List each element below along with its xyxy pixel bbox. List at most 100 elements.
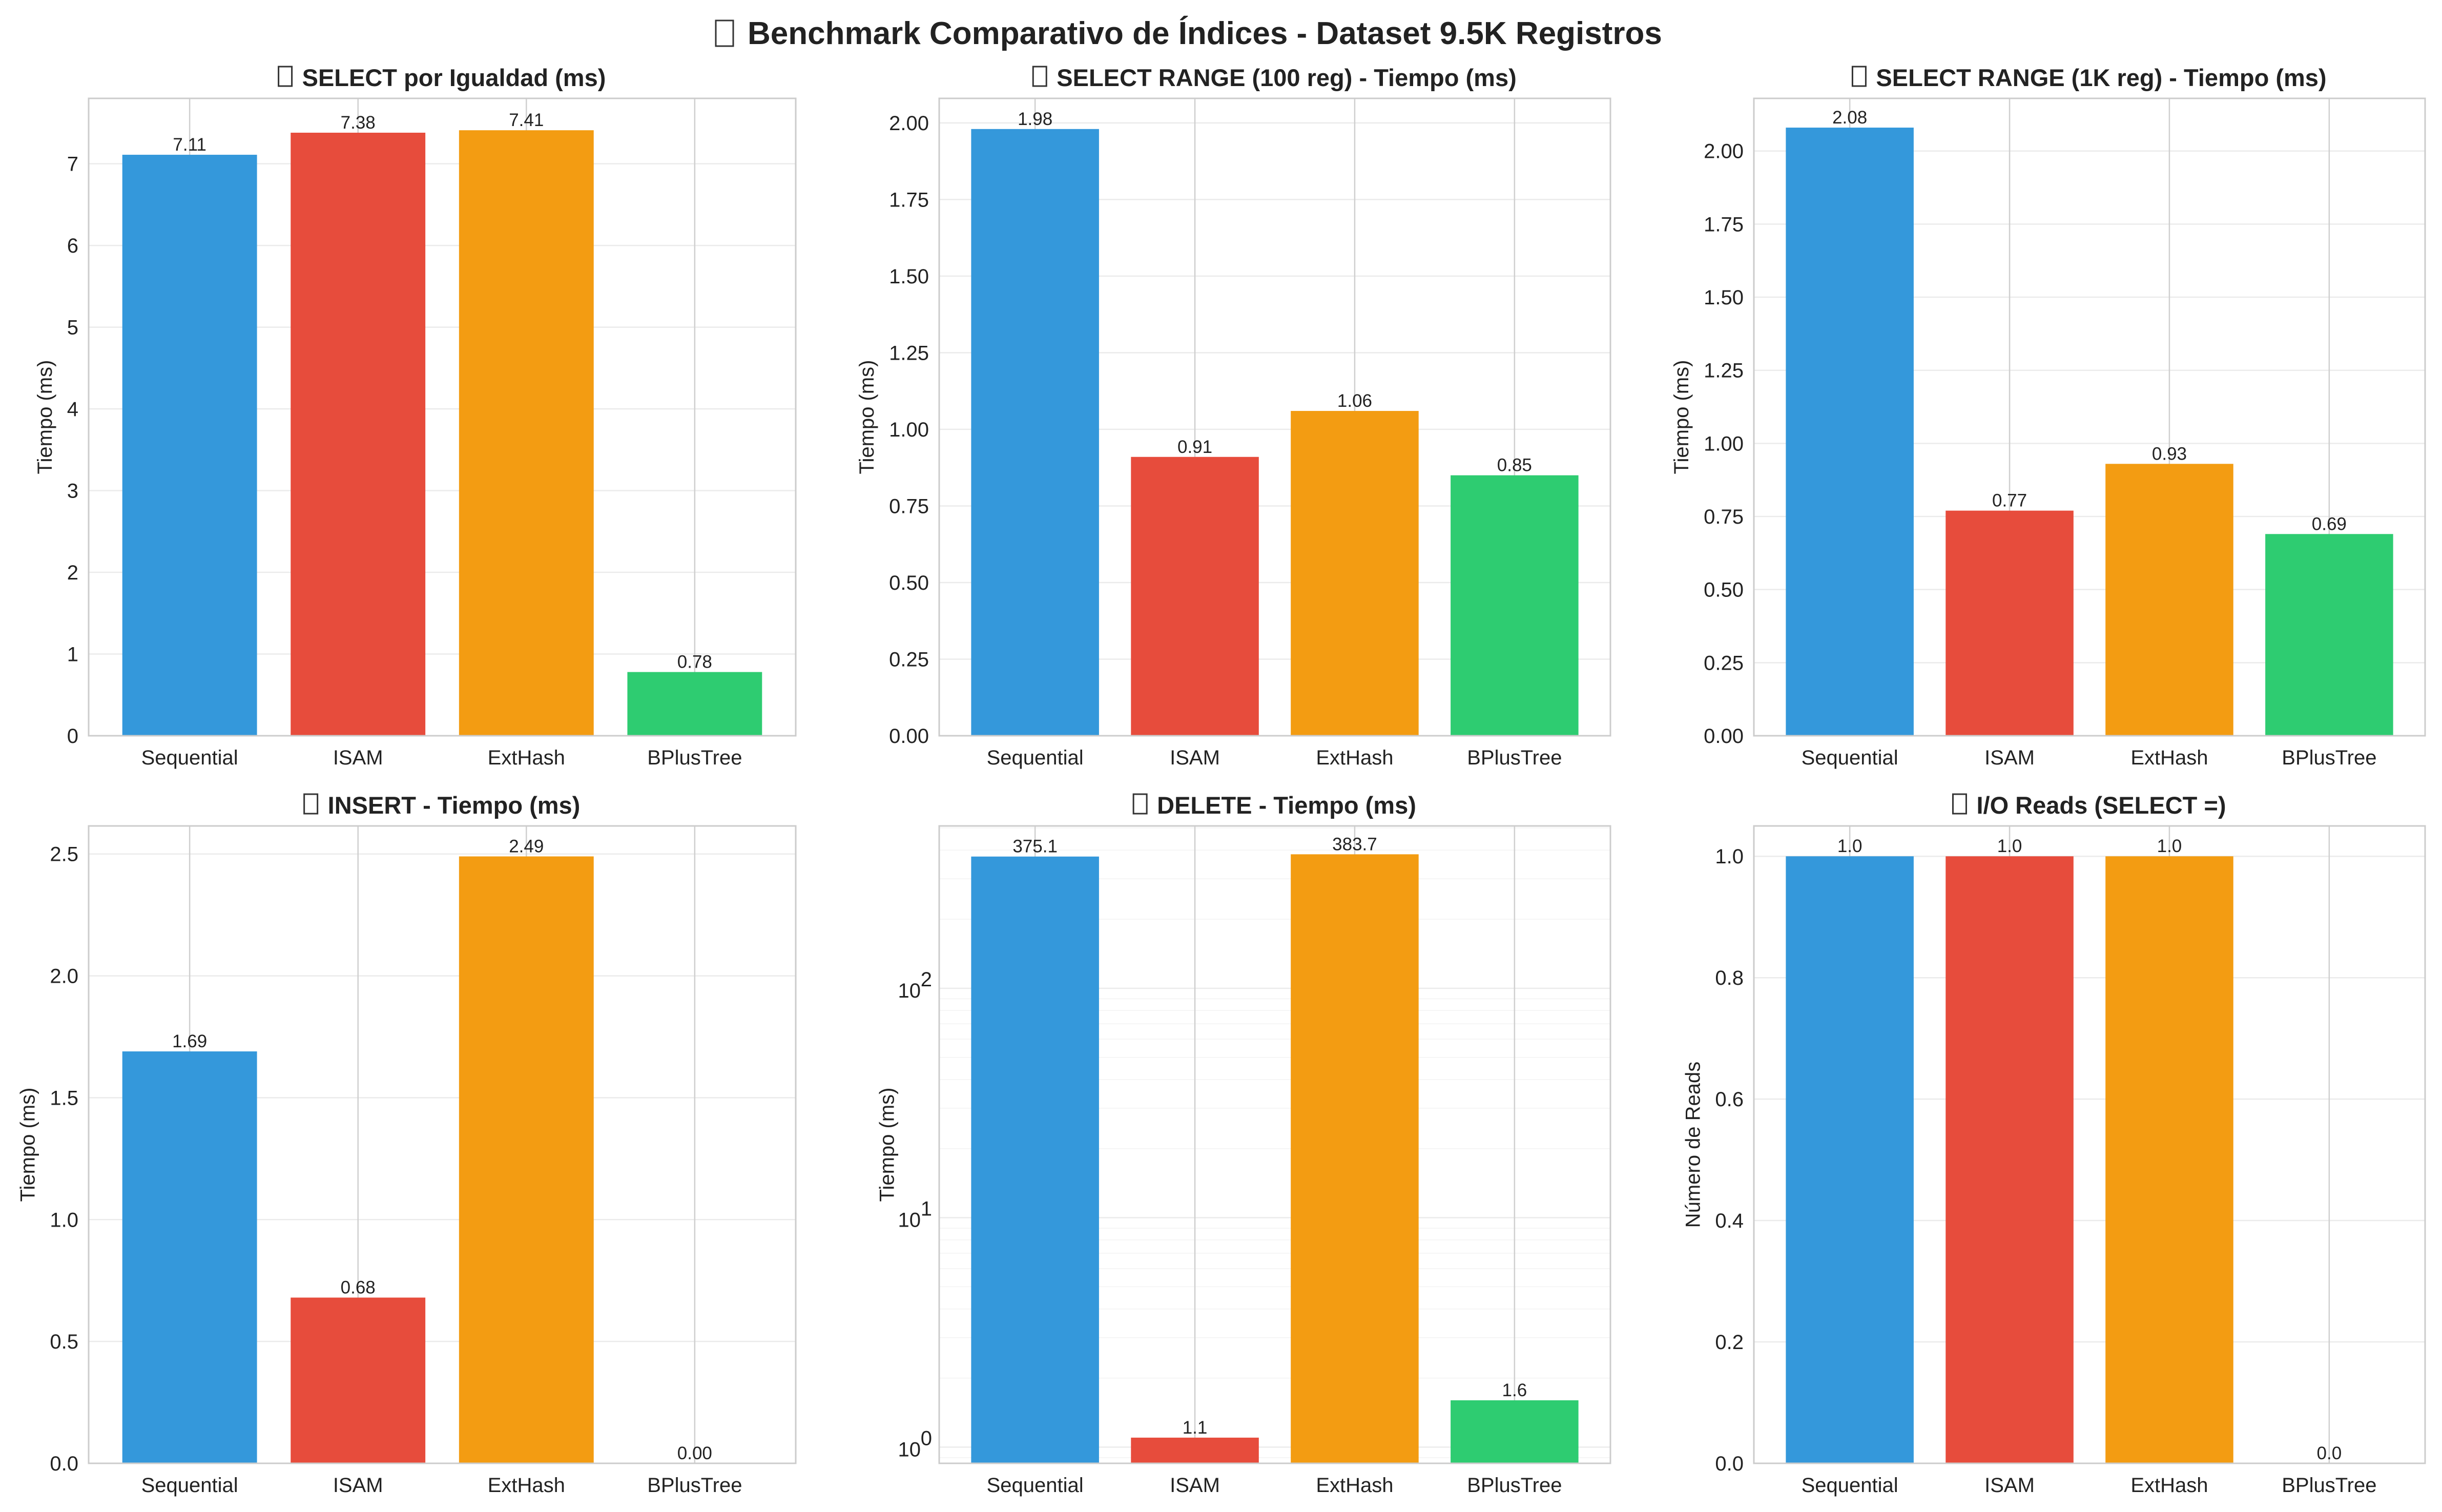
bar-exthash [1291, 411, 1419, 736]
bar-exthash [1291, 854, 1419, 1463]
missing-glyph-icon [1851, 66, 1867, 87]
y-tick-label-2: 10 [898, 980, 921, 1002]
x-tick-label-bplustree: BPlusTree [1467, 747, 1562, 769]
y-tick-label-0: 10 [898, 1438, 921, 1461]
panel-title: SELECT RANGE (100 reg) - Tiempo (ms) [1057, 64, 1517, 91]
panel-title-group: I/O Reads (SELECT =) [1952, 792, 2226, 819]
bar-sequential [122, 155, 257, 736]
missing-glyph-icon [715, 19, 734, 47]
bar-sequential [1786, 128, 1914, 736]
x-tick-label-isam: ISAM [1984, 747, 2035, 769]
y-tick-label-4: 1.00 [1704, 432, 1744, 455]
bar-sequential [1786, 856, 1914, 1463]
y-tick-label-1: 0.25 [889, 648, 929, 671]
missing-glyph-icon [303, 793, 319, 815]
missing-glyph-icon [1032, 66, 1047, 87]
bar-exthash [2105, 856, 2233, 1463]
panel-title: INSERT - Tiempo (ms) [328, 792, 581, 819]
y-tick-exponent-0: 0 [921, 1427, 932, 1449]
y-tick-label-0: 0.0 [1715, 1453, 1744, 1475]
chart-panel-5: 375.1 1.1 383.7 1.6 Sequential ISAM ExtHash BPl… [876, 792, 1611, 1497]
x-tick-label-exthash: ExtHash [488, 747, 565, 769]
y-tick-label-8: 2.00 [889, 112, 929, 135]
bar-sequential [971, 856, 1099, 1463]
y-tick-label-2: 0.4 [1715, 1210, 1744, 1232]
bar-exthash [459, 856, 594, 1463]
x-tick-label-exthash: ExtHash [1316, 1474, 1393, 1497]
data-label-isam: 0.77 [1992, 491, 2027, 511]
figure-title-group: Benchmark Comparativo de Índices - Datas… [715, 16, 1662, 51]
y-tick-label-2: 1.0 [50, 1209, 78, 1231]
panel-title: DELETE - Tiempo (ms) [1157, 792, 1416, 819]
missing-glyph-icon [1132, 793, 1148, 815]
y-tick-label-5: 1.0 [1715, 845, 1744, 868]
data-label-isam: 0.91 [1177, 437, 1212, 457]
bar-exthash [459, 130, 594, 736]
y-tick-label-7: 1.75 [889, 189, 929, 211]
plot-frame [938, 825, 1611, 1464]
chart-panel-2: 1.98 0.91 1.06 0.85 Sequential ISAM ExtHash BPl… [856, 64, 1611, 769]
data-label-exthash: 2.49 [509, 836, 544, 856]
y-tick-label-5: 1.25 [1704, 360, 1744, 382]
x-tick-label-bplustree: BPlusTree [2282, 1474, 2376, 1497]
x-tick-label-sequential: Sequential [987, 747, 1084, 769]
y-tick-label-7: 1.75 [1704, 213, 1744, 236]
bar-isam [291, 1297, 426, 1463]
y-tick-label-7: 7 [67, 153, 78, 176]
y-tick-label-6: 1.50 [1704, 286, 1744, 309]
y-tick-label-4: 4 [67, 398, 78, 421]
x-tick-label-sequential: Sequential [987, 1474, 1084, 1497]
y-axis-label: Tiempo (ms) [16, 1088, 39, 1202]
data-label-isam: 7.38 [341, 113, 376, 133]
x-tick-label-bplustree: BPlusTree [1467, 1474, 1562, 1497]
panel-title: SELECT RANGE (1K reg) - Tiempo (ms) [1876, 64, 2326, 91]
bar-exthash [2105, 464, 2233, 736]
x-tick-label-exthash: ExtHash [488, 1474, 565, 1497]
y-axis-label: Tiempo (ms) [1670, 360, 1693, 474]
x-tick-label-sequential: Sequential [1802, 747, 1898, 769]
missing-glyph-icon [1952, 793, 1967, 815]
bar-isam [1946, 510, 2074, 736]
y-tick-label-2: 2 [67, 562, 78, 584]
x-tick-label-isam: ISAM [1984, 1474, 2035, 1497]
y-tick-label-4: 1.00 [889, 419, 929, 441]
data-label-bplustree: 1.6 [1502, 1380, 1527, 1400]
data-label-bplustree: 0.69 [2312, 514, 2347, 534]
y-tick-label-5: 5 [67, 317, 78, 339]
x-tick-label-exthash: ExtHash [2130, 1474, 2208, 1497]
y-tick-label-0: 0.00 [889, 725, 929, 748]
plot-frame [938, 97, 1611, 737]
data-label-sequential: 1.0 [1837, 836, 1862, 856]
y-tick-label-4: 0.8 [1715, 967, 1744, 989]
y-tick-label-3: 3 [67, 480, 78, 503]
data-label-bplustree: 0.78 [677, 652, 712, 672]
x-tick-label-isam: ISAM [1170, 747, 1220, 769]
panel-title-group: SELECT RANGE (1K reg) - Tiempo (ms) [1851, 64, 2327, 91]
missing-glyph-icon [278, 66, 293, 87]
y-axis-label: Tiempo (ms) [876, 1088, 899, 1202]
x-tick-label-isam: ISAM [333, 747, 383, 769]
y-tick-label-1: 0.2 [1715, 1331, 1744, 1354]
y-tick-exponent-1: 1 [921, 1198, 932, 1220]
y-tick-label-6: 6 [67, 235, 78, 257]
bar-isam [1131, 457, 1259, 736]
y-tick-label-4: 2.0 [50, 965, 78, 988]
chart-panels: 7.11 7.38 7.41 0.78 Sequential ISAM ExtHash BPl… [16, 64, 2426, 1497]
y-tick-exponent-2: 2 [921, 968, 932, 991]
data-label-sequential: 375.1 [1012, 837, 1058, 857]
plot-frame [1753, 825, 2426, 1464]
y-tick-label-2: 0.50 [1704, 579, 1744, 602]
y-axis-label: Tiempo (ms) [34, 360, 56, 474]
panel-title: SELECT por Igualdad (ms) [302, 64, 606, 91]
y-tick-label-1: 0.5 [50, 1331, 78, 1353]
x-tick-label-sequential: Sequential [141, 1474, 238, 1497]
panel-title: I/O Reads (SELECT =) [1976, 792, 2226, 819]
chart-panel-4: 1.69 0.68 2.49 0.00 Sequential ISAM ExtHash BPl… [16, 792, 797, 1497]
data-label-sequential: 1.69 [172, 1031, 207, 1051]
data-label-bplustree: 0.00 [677, 1443, 712, 1463]
y-tick-label-0: 0.00 [1704, 725, 1744, 748]
y-tick-label-1: 0.25 [1704, 652, 1744, 674]
y-tick-label-2: 0.50 [889, 572, 929, 594]
y-tick-label-3: 1.5 [50, 1087, 78, 1109]
